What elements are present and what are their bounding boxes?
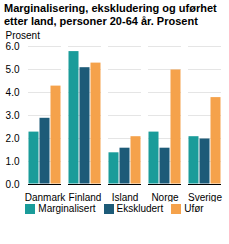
svg-text:Prosent: Prosent: [6, 30, 41, 41]
svg-text:6.0: 6.0: [6, 41, 20, 52]
svg-text:2.0: 2.0: [6, 133, 20, 144]
svg-text:Danmark: Danmark: [25, 192, 67, 202]
svg-text:3.0: 3.0: [6, 110, 20, 121]
svg-text:Island: Island: [112, 192, 139, 202]
svg-text:1.0: 1.0: [6, 156, 20, 167]
svg-text:Norge: Norge: [151, 192, 179, 202]
html-text:Marginalisert: Marginalisert: [38, 203, 96, 214]
svg-text:Finland: Finland: [69, 192, 102, 202]
html-text:Ekskludert: Ekskludert: [116, 203, 164, 214]
html-text:Ufør: Ufør: [184, 203, 204, 214]
svg-text:Sverige: Sverige: [188, 192, 222, 202]
svg-text:4.0: 4.0: [6, 87, 20, 98]
html-text:Marginalisering, ekskludering: Marginalisering, ekskludering og uførhet…: [4, 2, 217, 27]
svg-text:0.0: 0.0: [6, 179, 20, 190]
svg-text:5.0: 5.0: [6, 64, 20, 75]
